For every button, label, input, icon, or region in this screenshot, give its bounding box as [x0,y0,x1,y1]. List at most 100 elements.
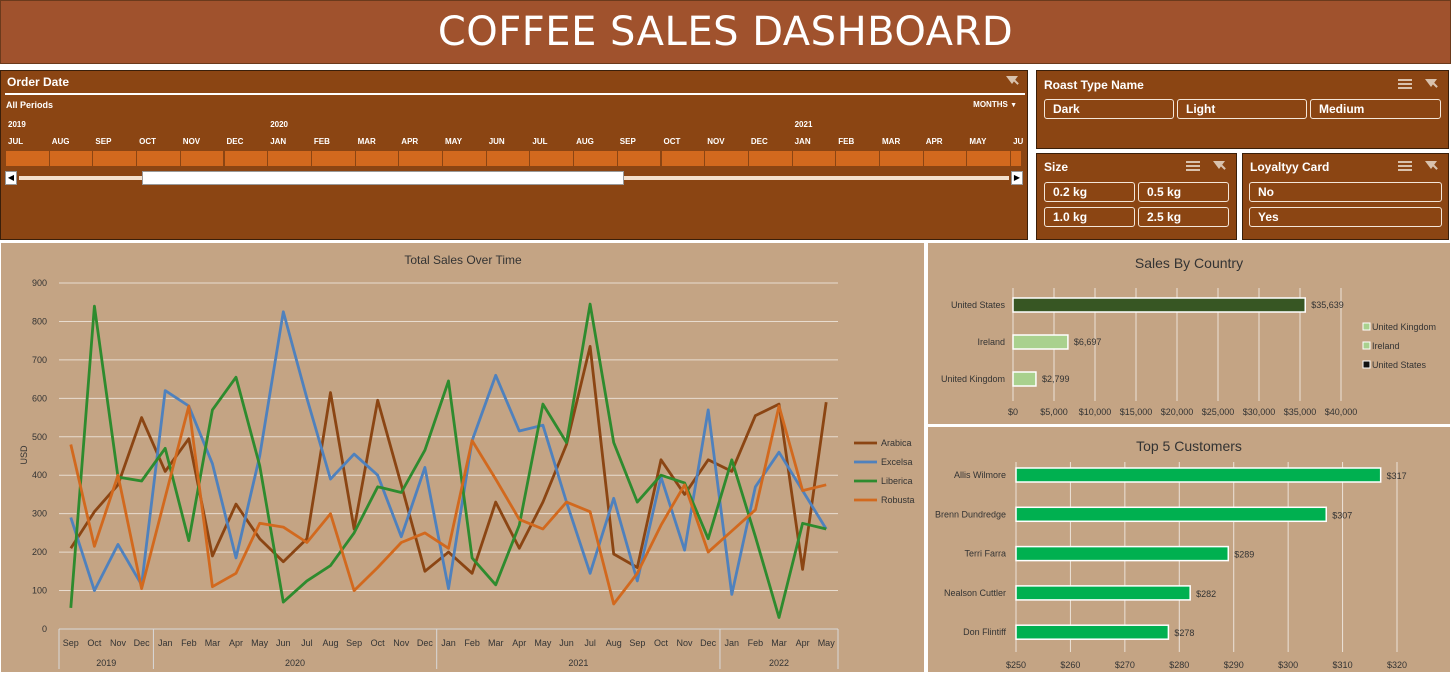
x-tick-label: $35,000 [1284,407,1317,417]
country-chart-title: Sales By Country [1135,255,1243,271]
timeline-month-label: OCT [139,137,156,146]
x-tick-label: Nov [677,638,694,648]
loyalty-option[interactable]: Yes [1249,207,1442,227]
time-level-label: MONTHS [973,100,1008,109]
x-tick-label: Mar [205,638,221,648]
multi-select-icon[interactable] [1186,160,1200,172]
timeline-month-label: APR [925,137,943,146]
x-tick-label: Feb [181,638,197,648]
timeline-period-cell[interactable] [137,151,181,166]
x-tick-label: $290 [1224,660,1244,670]
x-tick-label: Jan [158,638,173,648]
loyalty-option[interactable]: No [1249,182,1442,202]
x-tick-label: Dec [700,638,717,648]
customer-bar [1015,585,1191,601]
clear-filter-icon[interactable] [1424,78,1438,90]
series-line-excelsa [69,310,828,596]
timeline-period-cell[interactable] [880,151,924,166]
legend-swatch [1362,341,1371,350]
timeline-period-cell[interactable] [836,151,880,166]
timeline-period-cell[interactable] [268,151,312,166]
series-line-liberica [69,302,827,619]
timeline-period-cell[interactable] [311,151,356,166]
timeline-period-cell[interactable] [792,151,837,166]
customer-value-label: $317 [1387,471,1407,481]
country-bar [1012,297,1306,313]
size-option[interactable]: 2.5 kg [1138,207,1229,227]
roast-type-slicer: Roast Type Name Dark Light Medium [1036,70,1449,149]
timeline-period-cell[interactable] [443,151,487,166]
roast-option[interactable]: Medium [1310,99,1441,119]
legend-label: Liberica [881,476,913,486]
clear-filter-icon[interactable] [1424,160,1438,172]
x-tick-label: Mar [771,638,787,648]
scroll-right-button[interactable]: ▶ [1011,171,1023,185]
legend-label: Ireland [1372,341,1400,351]
time-level-dropdown[interactable]: MONTHS ▼ [973,100,1017,109]
scroll-thumb[interactable] [142,171,624,185]
x-tick-label: Jun [559,638,574,648]
sales-chart-title: Total Sales Over Time [404,253,522,267]
x-tick-label: Nov [110,638,127,648]
legend-label: Robusta [881,495,915,505]
y-tick-label: 500 [32,432,47,442]
timeline-period-cell[interactable] [748,151,793,166]
y-tick-label: 400 [32,470,47,480]
timeline-period-cell[interactable] [574,151,618,166]
timeline-period-cell[interactable] [355,151,400,166]
timeline-period-cell[interactable] [661,151,706,166]
x-tick-label: Oct [87,638,102,648]
y-tick-label: 100 [32,586,47,596]
x-tick-label: $300 [1278,660,1298,670]
timeline-period-cell[interactable] [705,151,749,166]
timeline-period-cell[interactable] [93,151,138,166]
legend-label: Excelsa [881,457,913,467]
x-tick-label: Sep [629,638,645,648]
timeline-period-cell[interactable] [617,151,662,166]
x-tick-label: Feb [748,638,764,648]
timeline-period-cell[interactable] [224,151,269,166]
sales-by-country-chart: Sales By Country $0 $5,000 $10,000 $15,000 $… [941,255,1436,417]
x-tick-label: Apr [512,638,526,648]
customer-label: Brenn Dundredge [935,509,1006,519]
timeline-period-cell[interactable] [530,151,575,166]
timeline-period-cell[interactable] [399,151,443,166]
dashboard-title-bar: COFFEE SALES DASHBOARD [0,0,1451,64]
timeline-period-cell[interactable] [486,151,531,166]
timeline-month-label: JUL [532,137,548,146]
size-option[interactable]: 0.2 kg [1044,182,1135,202]
clear-filter-icon[interactable] [1212,160,1226,172]
customer-label: Nealson Cuttler [944,588,1006,598]
size-option[interactable]: 0.5 kg [1138,182,1229,202]
x-tick-label: $0 [1008,407,1018,417]
x-tick-label: May [818,638,836,648]
customer-bar [1015,506,1327,523]
timeline-period-cell[interactable] [49,151,94,166]
roast-option[interactable]: Light [1177,99,1307,119]
multi-select-icon[interactable] [1398,160,1412,172]
timeline-period-cell[interactable] [1011,151,1022,166]
x-tick-label: $260 [1060,660,1080,670]
customer-label: Terri Farra [964,549,1006,559]
timeline-period-cell[interactable] [6,151,50,166]
roast-option[interactable]: Dark [1044,99,1174,119]
top-customers-panel: Top 5 Customers $250 $260 $270 $280 $290 $300… [927,426,1451,673]
x-tick-label: Oct [654,638,669,648]
multi-select-icon[interactable] [1398,78,1412,90]
x-tick-label: Sep [346,638,362,648]
timeline-month-label: DEC [750,137,768,146]
y-tick-label: 200 [32,547,47,557]
country-value-label: $2,799 [1042,374,1070,384]
x-tick-label: Oct [371,638,386,648]
timeline-period-cell[interactable] [967,151,1012,166]
timeline-month-label: SEP [95,137,112,146]
timeline-period-cell[interactable] [923,151,968,166]
customer-value-label: $278 [1174,628,1194,638]
timeline-period-cell[interactable] [180,151,225,166]
country-bar [1012,334,1069,350]
filter-icon[interactable] [1005,74,1019,92]
timeline-scrollbar[interactable]: ◀ ▶ [5,171,1023,185]
scroll-left-button[interactable]: ◀ [5,171,17,185]
size-option[interactable]: 1.0 kg [1044,207,1135,227]
x-tick-label: Dec [134,638,151,648]
